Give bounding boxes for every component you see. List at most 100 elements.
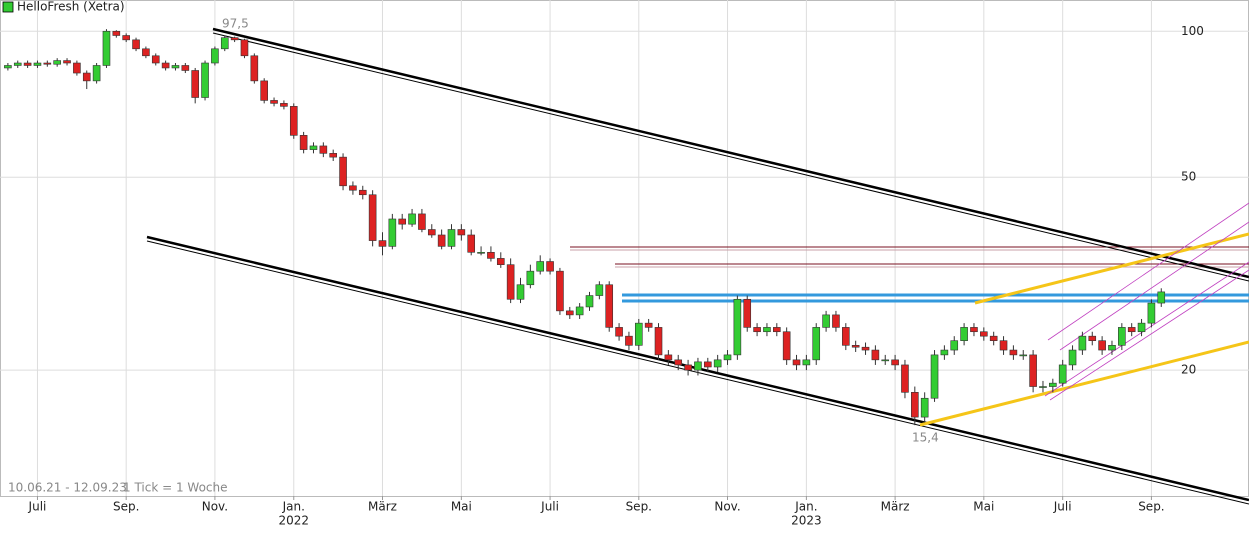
candle-body (1147, 302, 1156, 324)
candle-body (1058, 364, 1067, 384)
candle-body (378, 240, 387, 247)
candle-body (191, 70, 199, 98)
candle-body (319, 145, 328, 154)
x-tick-label: Nov. (202, 500, 228, 514)
x-tick-label: Nov. (714, 500, 740, 514)
candle-body (1108, 345, 1116, 351)
candle-body (792, 359, 801, 366)
candle-body (309, 145, 318, 150)
candle-body (102, 30, 111, 66)
candle-body (920, 397, 929, 418)
candle-body (487, 251, 495, 259)
candle-body (82, 72, 91, 82)
candle-body (664, 354, 673, 361)
candle-body (211, 48, 219, 64)
candle-body (161, 62, 170, 69)
candle-body (575, 306, 584, 316)
candle-body (842, 327, 850, 346)
candle-body (240, 39, 249, 57)
high-annotation: 97,5 (222, 17, 249, 31)
candle-body (822, 314, 830, 328)
x-tick-label: Jan. (794, 500, 817, 514)
x-tick-label: Jan. (282, 500, 305, 514)
candle-body (999, 340, 1008, 351)
candle-body (950, 340, 959, 351)
candle-body (1068, 349, 1077, 366)
candle-body (595, 284, 604, 296)
candle-body (1049, 382, 1057, 387)
candle-body (694, 361, 702, 371)
trend-channel-upper (212, 32, 1249, 282)
candle-body (280, 103, 288, 107)
grid (0, 0, 1249, 496)
x-tick-label: Juli (540, 500, 559, 514)
candle-body (63, 60, 71, 64)
candle-body (260, 80, 268, 101)
candle-body (142, 48, 150, 57)
candle-body (901, 364, 909, 393)
candle-body (743, 298, 752, 328)
candle-body (339, 156, 347, 187)
candle-body (506, 264, 515, 300)
candle-body (960, 327, 968, 341)
candle-body (467, 234, 476, 253)
candle-body (299, 135, 308, 150)
candle-body (625, 335, 633, 346)
trend-channel-short (1049, 269, 1249, 401)
candle-body (881, 359, 890, 362)
candle-body (911, 392, 919, 418)
y-tick-label: 50 (1181, 170, 1196, 184)
candle-body (13, 62, 22, 66)
x-tick-label: Sep. (626, 500, 652, 514)
y-tick-label: 100 (1181, 24, 1204, 38)
candle-body (427, 229, 436, 236)
candle-body (1127, 327, 1136, 333)
candle-body (122, 35, 130, 41)
candle-body (92, 65, 101, 82)
x-tick-label: März (368, 500, 397, 514)
candle-body (684, 364, 692, 371)
trend-channel-upper (212, 27, 1249, 279)
candle-body (457, 229, 466, 236)
candle-body (713, 359, 722, 368)
candle-body (496, 258, 505, 265)
candle-body (388, 218, 397, 247)
candle-body (220, 37, 229, 50)
candle-body (782, 331, 791, 361)
x-tick-label: Mai (451, 500, 472, 514)
candle-body (181, 65, 190, 71)
candle-body (891, 359, 899, 366)
candle-body (1088, 335, 1097, 341)
candle-body (1078, 335, 1087, 351)
x-tick-label: Mai (973, 500, 994, 514)
candle-body (585, 295, 594, 308)
candle-body (980, 331, 988, 337)
x-tick-label: Sep. (1138, 500, 1164, 514)
legend-swatch (2, 1, 14, 13)
candle-body (398, 218, 407, 225)
candle-body (368, 194, 377, 241)
candle-body (970, 327, 978, 333)
candle-body (802, 359, 811, 366)
candle-body (1039, 386, 1047, 388)
candle-body (151, 55, 160, 64)
candle-body (546, 261, 554, 272)
candle-body (53, 60, 61, 65)
candle-body (33, 62, 42, 66)
candle-body (230, 37, 239, 41)
chart-title: HelloFresh (Xetra) (17, 0, 125, 14)
candle-body (329, 153, 337, 158)
candle-body (851, 345, 860, 348)
candle-body (832, 314, 840, 328)
candle-body (358, 189, 367, 196)
x-year-label: 2022 (278, 514, 309, 528)
candle-body (773, 327, 781, 333)
candle-body (644, 322, 653, 328)
trend-up-upper (974, 232, 1249, 305)
candle-body (556, 270, 564, 312)
candle-body (1137, 322, 1146, 333)
candle-body (526, 270, 535, 286)
candle-body (763, 327, 771, 333)
candle-body (112, 30, 121, 36)
